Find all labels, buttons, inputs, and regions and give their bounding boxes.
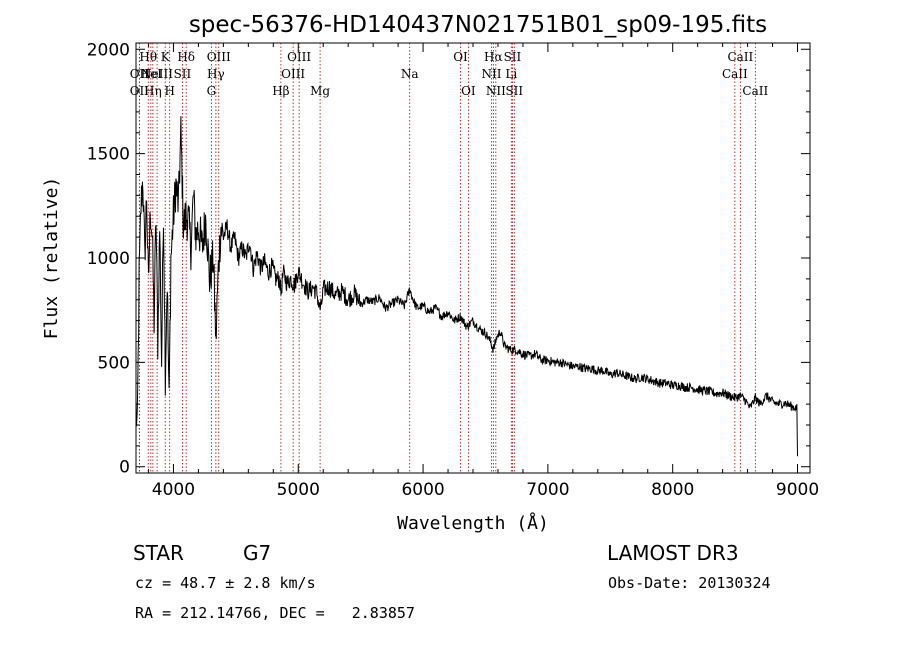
spectral-line-label: Hβ xyxy=(272,84,289,98)
spectrum-series-line xyxy=(135,116,798,457)
x-tick-label: 6000 xyxy=(401,480,444,500)
spectral-line-label: SII xyxy=(174,67,192,81)
y-tick-label: 1000 xyxy=(87,249,130,269)
y-axis-label: Flux (relative) xyxy=(41,177,62,340)
spectral-line-label: OII xyxy=(130,84,150,98)
object-class: STAR xyxy=(133,541,184,565)
spectral-line-label: H xyxy=(164,84,174,98)
x-tick-label: 4000 xyxy=(152,480,195,500)
spectral-line-label: CaII xyxy=(727,50,753,64)
y-tick-label: 1500 xyxy=(87,145,130,165)
spectral-line-label: NII xyxy=(486,84,506,98)
y-tick-label: 0 xyxy=(119,458,130,478)
spectral-line-label: Na xyxy=(401,67,419,81)
spectral-line-label: SII xyxy=(505,84,523,98)
spectral-line-label: G xyxy=(207,84,217,98)
spectral-line-label: NII xyxy=(481,67,501,81)
spectral-line-label: OI xyxy=(453,50,468,64)
spectral-line-label: OIII xyxy=(207,50,231,64)
coordinates-text: RA = 212.14766, DEC = 2.83857 xyxy=(135,604,415,622)
x-tick-label: 7000 xyxy=(526,480,569,500)
x-tick-label: 9000 xyxy=(776,480,819,500)
redshift-text: cz = 48.7 ± 2.8 km/s xyxy=(135,574,316,592)
spectral-line-label: OI xyxy=(461,84,476,98)
spectral-line-label: Hδ xyxy=(177,50,195,64)
y-tick-label: 500 xyxy=(98,353,130,373)
obs-date-text: Obs-Date: 20130324 xyxy=(608,574,771,592)
spectral-line-label: K xyxy=(161,50,171,64)
spectral-line-label: NeIII xyxy=(141,67,173,81)
spectral-line-label: Hγ xyxy=(207,67,225,81)
spectral-line-label: HeI xyxy=(140,67,163,81)
spectral-line-label: CaII xyxy=(742,84,768,98)
spectral-line-label: OIII xyxy=(281,67,305,81)
object-subclass: G7 xyxy=(243,541,272,565)
spectral-line-label: Hη xyxy=(144,84,162,98)
spectral-line-label: Hα xyxy=(484,50,503,64)
y-tick-label: 2000 xyxy=(87,40,130,60)
spectral-line-label: Mg xyxy=(310,84,330,98)
x-tick-label: 8000 xyxy=(651,480,694,500)
x-tick-label: 5000 xyxy=(277,480,320,500)
x-axis-label: Wavelength (Å) xyxy=(397,512,549,534)
spectrum-chart: 4000 5000 6000 7000 8000 9000 0 500 1000 1500 2000… xyxy=(41,12,819,534)
survey-label: LAMOST DR3 xyxy=(607,541,739,565)
spectral-line-label: CaII xyxy=(722,67,748,81)
chart-title: spec-56376-HD140437N021751B01_sp09-195.f… xyxy=(189,12,767,38)
spectral-line-label: OII xyxy=(130,67,150,81)
spectral-line-label: Hθ xyxy=(139,50,157,64)
spectral-line-label: OIII xyxy=(287,50,311,64)
spectral-line-label: Li xyxy=(505,67,517,81)
spectral-line-label: SII xyxy=(504,50,522,64)
